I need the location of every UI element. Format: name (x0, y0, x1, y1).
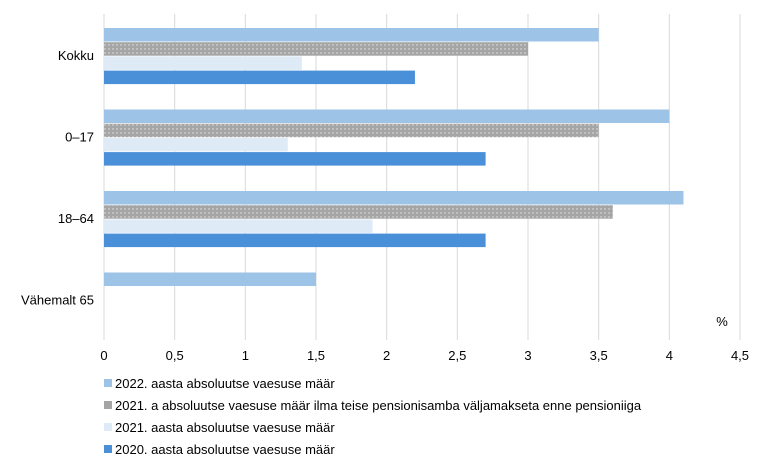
legend-item: 2021. aasta absoluutse vaesuse määr (104, 416, 641, 438)
x-tick-label: 2,5 (448, 348, 466, 363)
x-tick-label: 0,5 (166, 348, 184, 363)
x-tick-label: 1 (242, 348, 249, 363)
bar (104, 191, 684, 205)
legend-swatch (104, 423, 112, 431)
category-label: 0–17 (65, 129, 94, 144)
x-tick-label: 2 (383, 348, 390, 363)
bar (104, 56, 302, 70)
bar (104, 233, 486, 248)
bar (104, 152, 486, 166)
legend-swatch (104, 379, 112, 387)
legend-label: 2021. aasta absoluutse vaesuse määr (115, 419, 335, 435)
legend: 2022. aasta absoluutse vaesuse määr 2021.… (104, 372, 641, 459)
legend-label: 2022. aasta absoluutse vaesuse määr (115, 375, 335, 391)
x-tick-label: 3,5 (590, 348, 608, 363)
bar (104, 28, 599, 42)
x-tick-label: 4 (666, 348, 673, 363)
legend-item: 2021. a absoluutse vaesuse määr ilma tei… (104, 394, 641, 416)
category-label: Vähemalt 65 (21, 292, 94, 307)
legend-item: 2020. aasta absoluutse vaesuse määr (104, 438, 641, 459)
x-tick-label: 3 (524, 348, 531, 363)
bar (104, 123, 599, 138)
category-label: 18–64 (58, 211, 94, 226)
bar (104, 42, 528, 56)
x-tick-label: 1,5 (307, 348, 325, 363)
bar (104, 137, 288, 152)
legend-swatch (104, 445, 112, 453)
bar (104, 219, 373, 233)
legend-swatch (104, 401, 112, 409)
x-tick-label: 0 (100, 348, 107, 363)
legend-item: 2022. aasta absoluutse vaesuse määr (104, 372, 641, 394)
legend-label: 2021. a absoluutse vaesuse määr ilma tei… (115, 397, 642, 413)
bar (104, 272, 316, 286)
bar (104, 205, 613, 219)
x-tick-label: 4,5 (731, 348, 749, 363)
legend-label: 2020. aasta absoluutse vaesuse määr (115, 441, 335, 457)
x-axis-unit: % (716, 314, 728, 329)
category-label: Kokku (58, 48, 94, 63)
bar (104, 109, 670, 123)
bar (104, 70, 415, 85)
